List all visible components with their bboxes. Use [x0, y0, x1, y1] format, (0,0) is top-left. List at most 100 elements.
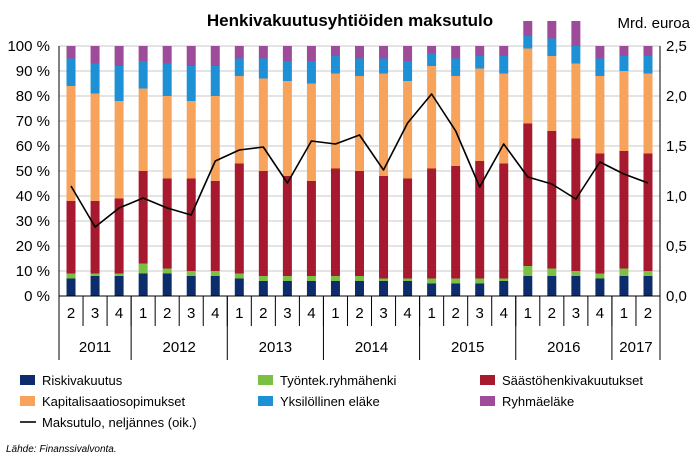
legend-label: Yksilöllinen eläke: [280, 394, 380, 409]
quarter-label: 4: [211, 305, 219, 322]
bar-segment: [66, 46, 76, 59]
bar-segment: [619, 151, 629, 269]
bar-segment: [619, 276, 629, 296]
bar-segment: [186, 66, 196, 101]
bar-segment: [547, 268, 557, 276]
bar-segment: [547, 276, 557, 296]
bar-segment: [66, 278, 76, 296]
bar-segment: [162, 178, 172, 269]
bar-segment: [186, 178, 196, 271]
quarter-label: 4: [307, 305, 315, 322]
bar-segment: [282, 61, 292, 81]
quarter-label: 4: [115, 305, 123, 322]
bar-segment: [403, 178, 413, 279]
bar-segment: [210, 276, 220, 296]
bar-segment: [114, 46, 124, 66]
legend-label: Kapitalisaatiosopimukset: [42, 394, 185, 409]
bar-segment: [66, 273, 76, 279]
bar-segment: [282, 176, 292, 276]
bar-segment: [186, 46, 196, 66]
source-note: Lähde: Finanssivalvonta.: [6, 444, 117, 455]
bar-segment: [282, 281, 292, 296]
bar-segment: [330, 73, 340, 169]
bar-segment: [547, 21, 557, 39]
year-label: 2017: [619, 339, 652, 356]
year-label: 2015: [451, 339, 484, 356]
bar-segment: [379, 281, 389, 296]
bar-segment: [403, 278, 413, 281]
right-tick-label: 2,0: [666, 88, 687, 105]
bar-segment: [330, 281, 340, 296]
bar-segment: [162, 46, 172, 64]
bar-segment: [379, 46, 389, 59]
bar-segment: [66, 201, 76, 274]
legend-swatch: [258, 375, 273, 385]
bar-segment: [258, 281, 268, 296]
bar-segment: [403, 46, 413, 61]
bar-segment: [403, 81, 413, 179]
bar-segment: [282, 81, 292, 176]
bar-segment: [138, 263, 148, 274]
bar-segment: [643, 276, 653, 296]
legend-label: Maksutulo, neljännes (oik.): [42, 415, 197, 430]
right-tick-label: 1,5: [666, 138, 687, 155]
bar-segment: [282, 46, 292, 61]
quarter-label: 2: [163, 305, 171, 322]
bar-segment: [306, 46, 316, 61]
quarter-label: 4: [403, 305, 411, 322]
bar-segment: [475, 283, 485, 296]
quarter-label: 2: [355, 305, 363, 322]
bar-segment: [643, 56, 653, 74]
bar-segment: [499, 56, 509, 74]
bar-segment: [355, 276, 364, 281]
bar-segment: [282, 276, 292, 281]
quarter-label: 1: [331, 305, 339, 322]
bar-segment: [306, 181, 316, 276]
bar-segment: [210, 96, 220, 181]
bar-segment: [643, 153, 653, 271]
bar-segment: [571, 138, 581, 271]
bar-segment: [427, 168, 437, 279]
bar-segment: [523, 48, 533, 124]
left-tick-label: 90 %: [16, 63, 50, 80]
bar-segment: [162, 273, 172, 296]
bar-segment: [90, 273, 100, 276]
bar-segment: [234, 163, 244, 274]
quarter-label: 3: [572, 305, 580, 322]
bar-segment: [595, 46, 605, 59]
bar-segment: [571, 46, 581, 64]
bar-segment: [234, 58, 244, 76]
bar-segment: [499, 46, 509, 56]
quarter-label: 2: [451, 305, 459, 322]
bar-segment: [499, 163, 509, 279]
bar-segment: [138, 88, 148, 171]
quarter-label: 3: [476, 305, 484, 322]
bar-segment: [306, 276, 316, 281]
quarter-label: 1: [620, 305, 628, 322]
bar-segment: [475, 68, 485, 161]
year-label: 2011: [79, 339, 111, 356]
quarter-label: 3: [91, 305, 99, 322]
left-tick-label: 50 %: [16, 163, 50, 180]
bar-segment: [330, 56, 340, 74]
bar-segment: [523, 123, 533, 266]
bar-segment: [379, 73, 389, 176]
bar-segment: [90, 276, 100, 296]
left-tick-label: 70 %: [16, 113, 50, 130]
legend-swatch: [20, 375, 35, 385]
year-label: 2014: [355, 339, 388, 356]
bar-segment: [162, 63, 172, 96]
bar-segment: [234, 76, 244, 164]
bar-segment: [643, 46, 653, 56]
bar-segment: [306, 83, 316, 181]
bar-segment: [90, 46, 100, 64]
left-tick-label: 40 %: [16, 188, 50, 205]
left-tick-label: 20 %: [16, 238, 50, 255]
bar-segment: [523, 36, 533, 49]
legend-label: Riskivakuutus: [42, 373, 123, 388]
quarter-label: 3: [379, 305, 387, 322]
bar-segment: [355, 58, 364, 76]
right-tick-label: 2,5: [666, 38, 687, 55]
quarter-label: 3: [187, 305, 195, 322]
bar-segment: [258, 58, 268, 79]
